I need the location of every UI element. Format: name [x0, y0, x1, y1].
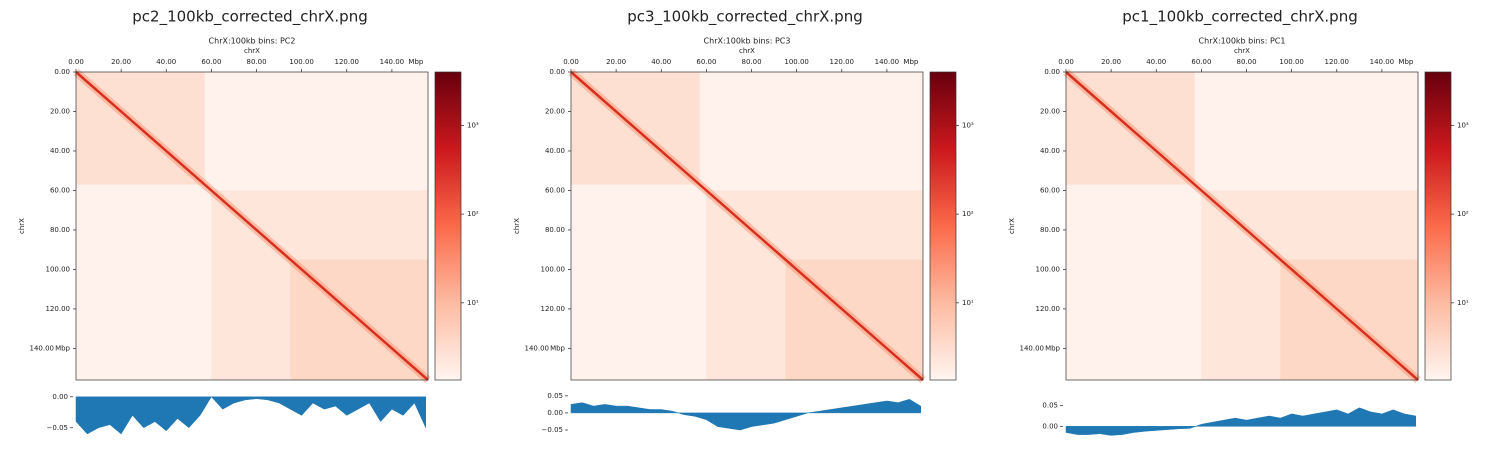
y-tick-label: 40.00 [545, 147, 565, 155]
colorbar-tick-label: 10² [962, 210, 974, 218]
y-unit: Mbp [55, 344, 70, 352]
colorbar-tick-label: 10³ [962, 121, 974, 129]
heatmap-title: ChrX:100kb bins: PC1 [1199, 37, 1286, 46]
y-tick-label: 100.00 [1036, 265, 1061, 273]
x-tick-label: 100.00 [289, 58, 314, 66]
colorbar-tick-label: 10¹ [467, 299, 479, 307]
colorbar-tick-label: 10¹ [1457, 299, 1469, 307]
heatmap-title: ChrX:100kb bins: PC2 [209, 37, 296, 46]
x-tick-label: 140.00 [380, 58, 405, 66]
y-tick-label: 0.00 [549, 68, 565, 76]
y-tick-label: 80.00 [545, 226, 565, 234]
heatmap-frame [570, 71, 924, 381]
heatmap-frame [75, 71, 429, 381]
y-tick-label: 80.00 [50, 226, 70, 234]
y-tick-label: 120.00 [46, 305, 71, 313]
x-tick-label: 140.00 [875, 58, 900, 66]
colorbar-tick-label: 10³ [467, 121, 479, 129]
y-tick-label: 140.00 [1020, 344, 1045, 352]
y-tick-label: 60.00 [545, 186, 565, 194]
y-tick-label: 100.00 [541, 265, 566, 273]
x-tick-label: 0.00 [68, 58, 84, 66]
x-tick-label: 40.00 [651, 58, 671, 66]
colorbar [434, 71, 462, 381]
heatmap-diagonal [570, 71, 924, 381]
heatmap-frame [1065, 71, 1419, 381]
heatmap-diagonal [1065, 71, 1419, 381]
track-y-tick-label: −0.05 [47, 424, 68, 432]
x-tick-label: 20.00 [1101, 58, 1121, 66]
x-tick-label: 120.00 [830, 58, 855, 66]
x-tick-label: 60.00 [696, 58, 716, 66]
x-tick-label: 40.00 [1146, 58, 1166, 66]
track-y-tick-label: 0.05 [547, 392, 563, 400]
pc-track-area [570, 398, 921, 431]
x-tick-label: 60.00 [1191, 58, 1211, 66]
x-tick-label: 80.00 [1236, 58, 1256, 66]
colorbar [1424, 71, 1452, 381]
track-y-tick-label: 0.05 [1042, 402, 1058, 410]
x-tick-label: 120.00 [1325, 58, 1350, 66]
x-unit: Mbp [903, 58, 918, 66]
y-tick-label: 20.00 [545, 107, 565, 115]
panel-title: pc1_100kb_corrected_chrX.png [1122, 8, 1357, 27]
colorbar-tick-label: 10³ [1457, 121, 1469, 129]
track-y-tick-label: 0.00 [1042, 422, 1058, 430]
colorbar-tick-label: 10² [467, 210, 479, 218]
y-tick-label: 20.00 [50, 107, 70, 115]
x-axis-label: chrX [739, 47, 755, 55]
x-tick-label: 100.00 [784, 58, 809, 66]
x-tick-label: 80.00 [246, 58, 266, 66]
y-axis-label: chrX [18, 218, 26, 234]
y-tick-label: 60.00 [50, 186, 70, 194]
x-unit: Mbp [408, 58, 423, 66]
y-tick-label: 120.00 [1036, 305, 1061, 313]
y-tick-label: 40.00 [1040, 147, 1060, 155]
y-tick-label: 120.00 [541, 305, 566, 313]
x-tick-label: 60.00 [201, 58, 221, 66]
pc-track-area [1065, 407, 1416, 436]
heatmap-title: ChrX:100kb bins: PC3 [704, 37, 791, 46]
y-tick-label: 140.00 [525, 344, 550, 352]
track-y-tick-label: 0.00 [547, 409, 563, 417]
y-tick-label: 80.00 [1040, 226, 1060, 234]
pc-track-area [75, 396, 426, 435]
heatmap-diagonal [75, 71, 429, 381]
panel-title: pc2_100kb_corrected_chrX.png [132, 8, 367, 27]
colorbar-tick-label: 10² [1457, 210, 1469, 218]
x-tick-label: 120.00 [335, 58, 360, 66]
y-unit: Mbp [550, 344, 565, 352]
track-y-tick-label: −0.05 [542, 426, 563, 434]
colorbar-tick-label: 10¹ [962, 299, 974, 307]
x-tick-label: 40.00 [156, 58, 176, 66]
y-axis-label: chrX [513, 218, 521, 234]
x-axis-label: chrX [1234, 47, 1250, 55]
x-tick-label: 0.00 [563, 58, 579, 66]
y-tick-label: 60.00 [1040, 186, 1060, 194]
y-tick-label: 0.00 [54, 68, 70, 76]
y-axis-label: chrX [1008, 218, 1016, 234]
colorbar [929, 71, 957, 381]
y-tick-label: 100.00 [46, 265, 71, 273]
x-unit: Mbp [1398, 58, 1413, 66]
x-tick-label: 20.00 [606, 58, 626, 66]
y-unit: Mbp [1045, 344, 1060, 352]
x-tick-label: 140.00 [1370, 58, 1395, 66]
y-tick-label: 20.00 [1040, 107, 1060, 115]
x-tick-label: 80.00 [741, 58, 761, 66]
panel-title: pc3_100kb_corrected_chrX.png [627, 8, 862, 27]
x-tick-label: 20.00 [111, 58, 131, 66]
y-tick-label: 140.00 [30, 344, 55, 352]
x-tick-label: 0.00 [1058, 58, 1074, 66]
y-tick-label: 0.00 [1044, 68, 1060, 76]
x-tick-label: 100.00 [1279, 58, 1304, 66]
track-y-tick-label: 0.00 [52, 393, 68, 401]
x-axis-label: chrX [244, 47, 260, 55]
y-tick-label: 40.00 [50, 147, 70, 155]
